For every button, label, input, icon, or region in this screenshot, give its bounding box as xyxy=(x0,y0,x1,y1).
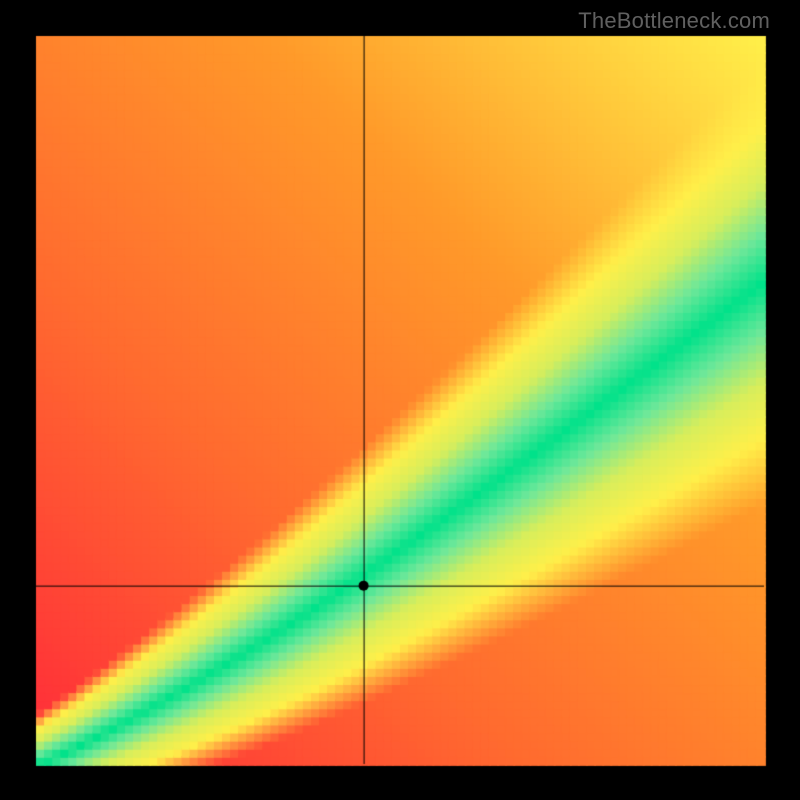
heatmap-plot xyxy=(0,0,800,800)
chart-container: TheBottleneck.com xyxy=(0,0,800,800)
watermark-text: TheBottleneck.com xyxy=(578,8,770,34)
